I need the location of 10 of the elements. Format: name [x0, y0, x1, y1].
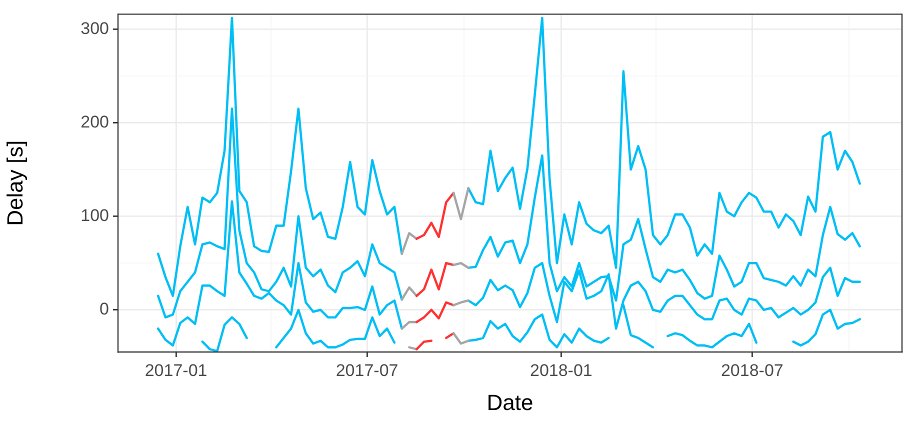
x-tick-label: 2018-07 [720, 360, 784, 380]
x-tick-label: 2017-07 [336, 360, 398, 380]
x-tick-label: 2018-01 [530, 360, 592, 380]
y-axis-title: Delay [s] [2, 140, 28, 226]
y-tick-label: 100 [80, 206, 109, 226]
x-tick-label: 2017-01 [144, 360, 208, 380]
x-axis-title: Date [486, 390, 534, 415]
y-tick-label: 0 [100, 300, 109, 319]
y-tick-label: 300 [80, 18, 109, 38]
y-tick-label: 200 [80, 112, 109, 132]
